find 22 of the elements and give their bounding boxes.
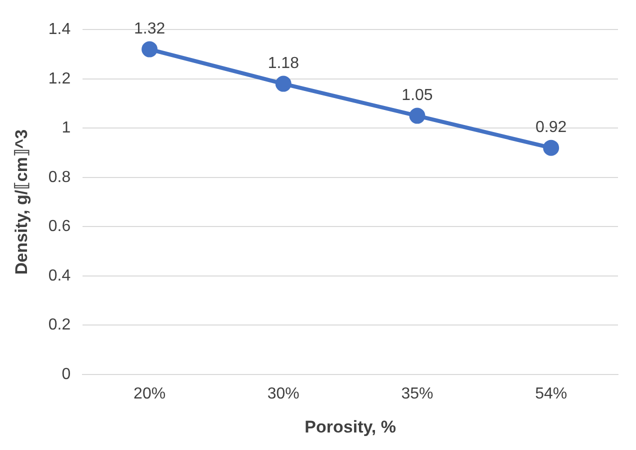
y-axis-title: Density, g/⟦cm⟧^3 <box>12 129 31 275</box>
point <box>543 140 560 156</box>
y-tick-label: 1 <box>62 120 71 137</box>
y-tick-label: 0.4 <box>48 267 71 284</box>
data-label: 0.92 <box>536 119 567 136</box>
y-tick-label: 0.8 <box>48 168 71 186</box>
data-label: 1.18 <box>268 55 300 72</box>
point <box>409 108 426 124</box>
y-tick-label: 1.4 <box>48 21 71 38</box>
y-tick-label: 0.6 <box>48 218 71 236</box>
y-tick-label: 0 <box>62 366 71 383</box>
y-tick-label: 0.2 <box>48 316 71 334</box>
data-label: 1.05 <box>402 87 433 104</box>
y-tick-label: 1.2 <box>48 70 71 88</box>
x-tick-label: 54% <box>535 385 568 402</box>
point <box>275 76 292 92</box>
x-tick-label: 30% <box>267 385 300 402</box>
x-tick-label: 35% <box>401 385 434 402</box>
x-axis-title: Porosity, % <box>304 417 396 436</box>
point <box>142 41 158 58</box>
x-tick-label: 20% <box>134 385 166 402</box>
data-label: 1.32 <box>134 20 166 38</box>
